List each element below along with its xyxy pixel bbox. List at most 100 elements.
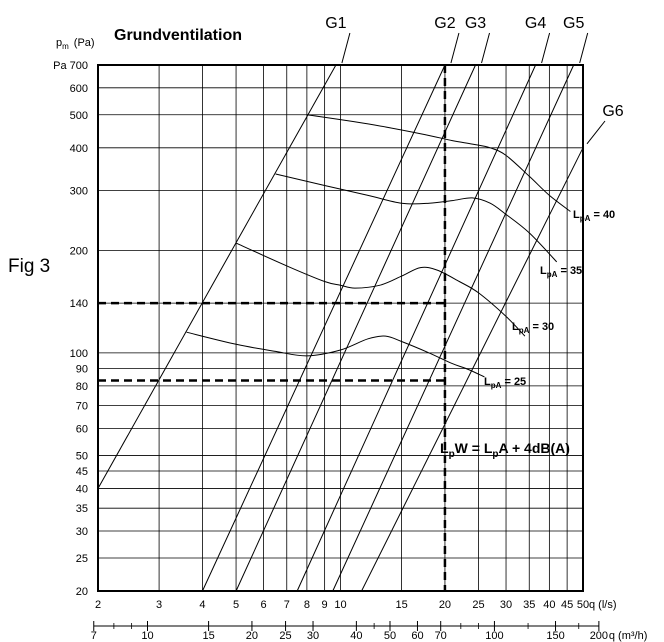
noise-label-value: = 30 — [529, 321, 554, 333]
noise-curves — [186, 114, 571, 378]
noise-label-subscript: pA — [580, 214, 591, 223]
x2-tick-label: 7 — [91, 630, 97, 642]
y-unit-subscript: m — [62, 42, 69, 51]
system-line-g4 — [296, 64, 537, 592]
y-tick-label: Pa 700 — [53, 60, 88, 72]
x-tick-label: 50 — [577, 599, 589, 611]
x2-tick-label: 40 — [350, 630, 362, 642]
y-tick-label: 400 — [70, 143, 88, 155]
x2-tick-label: 30 — [307, 630, 319, 642]
guide-lines — [98, 65, 447, 591]
noise-label-value: = 35 — [557, 265, 582, 277]
noise-curve-label: LpA = 30 — [512, 321, 554, 335]
figure-label: Fig 3 — [8, 256, 50, 277]
x2-tick-label: 50 — [384, 630, 396, 642]
noise-label-subscript: pA — [491, 381, 502, 390]
x2-tick-label: 150 — [546, 630, 564, 642]
y-tick-label: 45 — [76, 466, 88, 478]
y-tick-label: 30 — [76, 526, 88, 538]
x2-axis-unit: q (m³/h) — [609, 630, 648, 642]
noise-label-subscript: pA — [519, 326, 530, 335]
noise-label-symbol: L — [512, 321, 519, 333]
system-label-g4: G4 — [525, 15, 546, 32]
y-tick-label: 60 — [76, 423, 88, 435]
y-unit-label: (Pa) — [74, 37, 95, 49]
x-axis-unit: q (l/s) — [589, 599, 617, 611]
noise-curve-label: LpA = 35 — [540, 265, 582, 279]
formula-mid: W = L — [455, 440, 493, 456]
noise-label-subscript: pA — [547, 270, 558, 279]
noise-curve-label: LpA = 25 — [484, 376, 526, 390]
formula-b-sub: p — [492, 449, 498, 460]
x-tick-label: 4 — [199, 599, 205, 611]
x-tick-label: 7 — [284, 599, 290, 611]
x-tick-label: 6 — [260, 599, 266, 611]
chart-title: Grundventilation — [114, 27, 242, 44]
system-line-g3 — [235, 64, 476, 592]
x-tick-label: 5 — [233, 599, 239, 611]
noise-curve-label: LpA = 40 — [573, 209, 615, 223]
system-label-leader — [450, 32, 460, 64]
y-tick-label: 500 — [70, 110, 88, 122]
system-label-g3: G3 — [465, 15, 486, 32]
x2-tick-label: 60 — [411, 630, 423, 642]
x-tick-label: 3 — [156, 599, 162, 611]
formula: LpW = LpA + 4dB(A) — [440, 440, 570, 460]
system-label-leader — [481, 32, 491, 64]
x-tick-label: 2 — [95, 599, 101, 611]
x2-tick-label: 200 — [590, 630, 608, 642]
noise-label-value: = 25 — [501, 376, 526, 388]
noise-curve — [275, 173, 558, 263]
system-label-g6: G6 — [602, 103, 623, 120]
x-tick-label: 40 — [543, 599, 555, 611]
x-tick-label: 25 — [472, 599, 484, 611]
y-axis-unit: pm (Pa) — [56, 37, 95, 51]
y-tick-label: 140 — [70, 298, 88, 310]
x-tick-label: 30 — [500, 599, 512, 611]
noise-curve — [306, 114, 571, 212]
noise-label-symbol: L — [573, 209, 580, 221]
system-label-g5: G5 — [563, 15, 584, 32]
plot-frame — [97, 64, 584, 592]
y-tick-label: 50 — [76, 450, 88, 462]
y-tick-label: 90 — [76, 363, 88, 375]
noise-label-symbol: L — [484, 376, 491, 388]
y-tick-label: 200 — [70, 245, 88, 257]
noise-label-symbol: L — [540, 265, 547, 277]
system-line-g5 — [332, 64, 575, 592]
system-label-leader — [541, 32, 551, 64]
y-tick-label: 35 — [76, 503, 88, 515]
y-tick-label: 20 — [76, 586, 88, 598]
y-tick-label: 40 — [76, 483, 88, 495]
x2-tick-label: 25 — [279, 630, 291, 642]
system-label-g2: G2 — [434, 15, 455, 32]
x-tick-label: 20 — [439, 599, 451, 611]
system-label-leader — [579, 32, 589, 64]
system-label-leader — [586, 120, 606, 145]
x2-tick-label: 20 — [246, 630, 258, 642]
formula-a-sub: p — [449, 449, 455, 460]
x-tick-label: 35 — [523, 599, 535, 611]
noise-curve — [186, 331, 485, 378]
y-unit-symbol: p — [56, 37, 62, 49]
formula-a: L — [440, 440, 449, 456]
x-tick-label: 9 — [322, 599, 328, 611]
x-tick-label: 45 — [561, 599, 573, 611]
y-tick-label: 80 — [76, 381, 88, 393]
system-line-g2 — [201, 64, 446, 592]
formula-tail: A + 4dB(A) — [499, 440, 570, 456]
noise-label-value: = 40 — [590, 209, 615, 221]
x2-tick-label: 10 — [141, 630, 153, 642]
x-tick-label: 10 — [334, 599, 346, 611]
y-tick-label: 300 — [70, 185, 88, 197]
system-label-leader — [341, 32, 351, 64]
chart-grid — [97, 64, 584, 592]
y-tick-label: 100 — [70, 348, 88, 360]
noise-curve — [235, 242, 526, 337]
x-tick-label: 8 — [304, 599, 310, 611]
y-tick-label: 25 — [76, 553, 88, 565]
g-lines — [97, 64, 584, 592]
system-label-g1: G1 — [325, 15, 346, 32]
